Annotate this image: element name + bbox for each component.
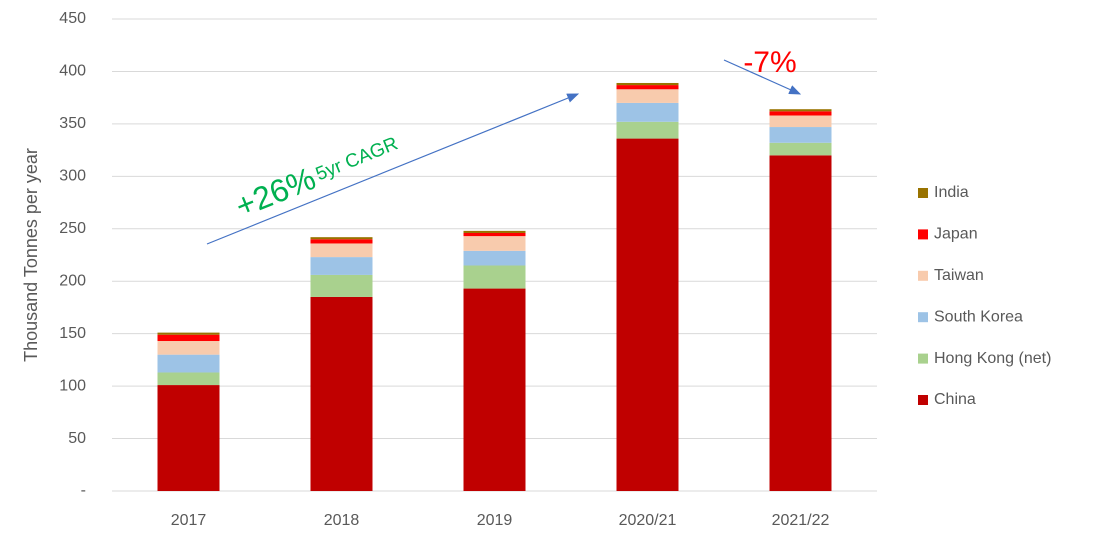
legend-label: Japan [934,226,978,243]
bar-segment [310,257,373,275]
legend-swatch [918,270,928,281]
legend-label: Taiwan [934,267,984,284]
bar-segment [157,372,220,386]
bar-segment [616,82,679,86]
growth-label: +26% [230,160,320,224]
bar-segment [310,243,373,258]
x-tick-label: 2019 [477,512,513,529]
y-tick-label: 150 [59,325,86,342]
bar-segment [769,155,832,491]
growth-note: 5yr CAGR [313,133,401,185]
bar-segment [463,265,526,289]
bar-segment [769,111,832,116]
bar-segment [616,138,679,491]
legend-label: South Korea [934,308,1023,325]
y-tick-label: 450 [59,10,86,27]
plot-area: - 50 100 150 200 250 300 350 400 450 2017 2018 2019 2… [59,10,1051,529]
x-tick-label: 2018 [324,512,360,529]
legend-swatch [918,395,928,405]
y-tick-label: 300 [59,168,86,185]
x-tick-label: 2020/21 [619,512,677,529]
bar-segment [616,121,679,139]
bar-segment [157,332,220,335]
bar-segment [463,250,526,266]
y-tick-label: 50 [68,430,86,447]
bar-segment [463,288,526,491]
bar-segment [463,230,526,233]
bar-segment [769,127,832,143]
y-tick-label: 350 [59,115,86,132]
bar-segment [616,89,679,103]
bar-segment [157,385,220,491]
x-tick-label: 2021/22 [772,512,830,529]
y-tick-label: 250 [59,220,86,237]
bar-segment [463,232,526,237]
y-tick-label: 100 [59,377,86,394]
bar-segment [157,341,220,355]
y-axis-label: Thousand Tonnes per year [21,148,41,362]
bar-segment [769,109,832,112]
decline-label: -7% [743,46,796,79]
y-tick-label: 400 [59,63,86,80]
bar-segment [463,236,526,251]
bar-segment [310,237,373,240]
growth-arrow [206,93,580,245]
bar-segment [769,142,832,156]
bar-segment [616,102,679,122]
legend-swatch [918,229,928,240]
bar-segment [310,274,373,297]
x-tick-label: 2017 [171,512,207,529]
legend-label: Hong Kong (net) [934,350,1051,367]
bar-segment [157,334,220,342]
legend-swatch [918,353,928,364]
y-tick-label: 200 [59,272,86,289]
legend-label: India [934,184,969,201]
bar-segment [310,296,373,491]
bar-segment [310,239,373,244]
y-tick-label: - [81,482,86,499]
bar-segment [616,85,679,90]
bar-segment [157,354,220,373]
legend-swatch [918,312,928,323]
legend-label: China [934,391,976,408]
legend-swatch [918,188,928,198]
bar-segment [769,115,832,128]
decline-arrow [723,59,802,95]
